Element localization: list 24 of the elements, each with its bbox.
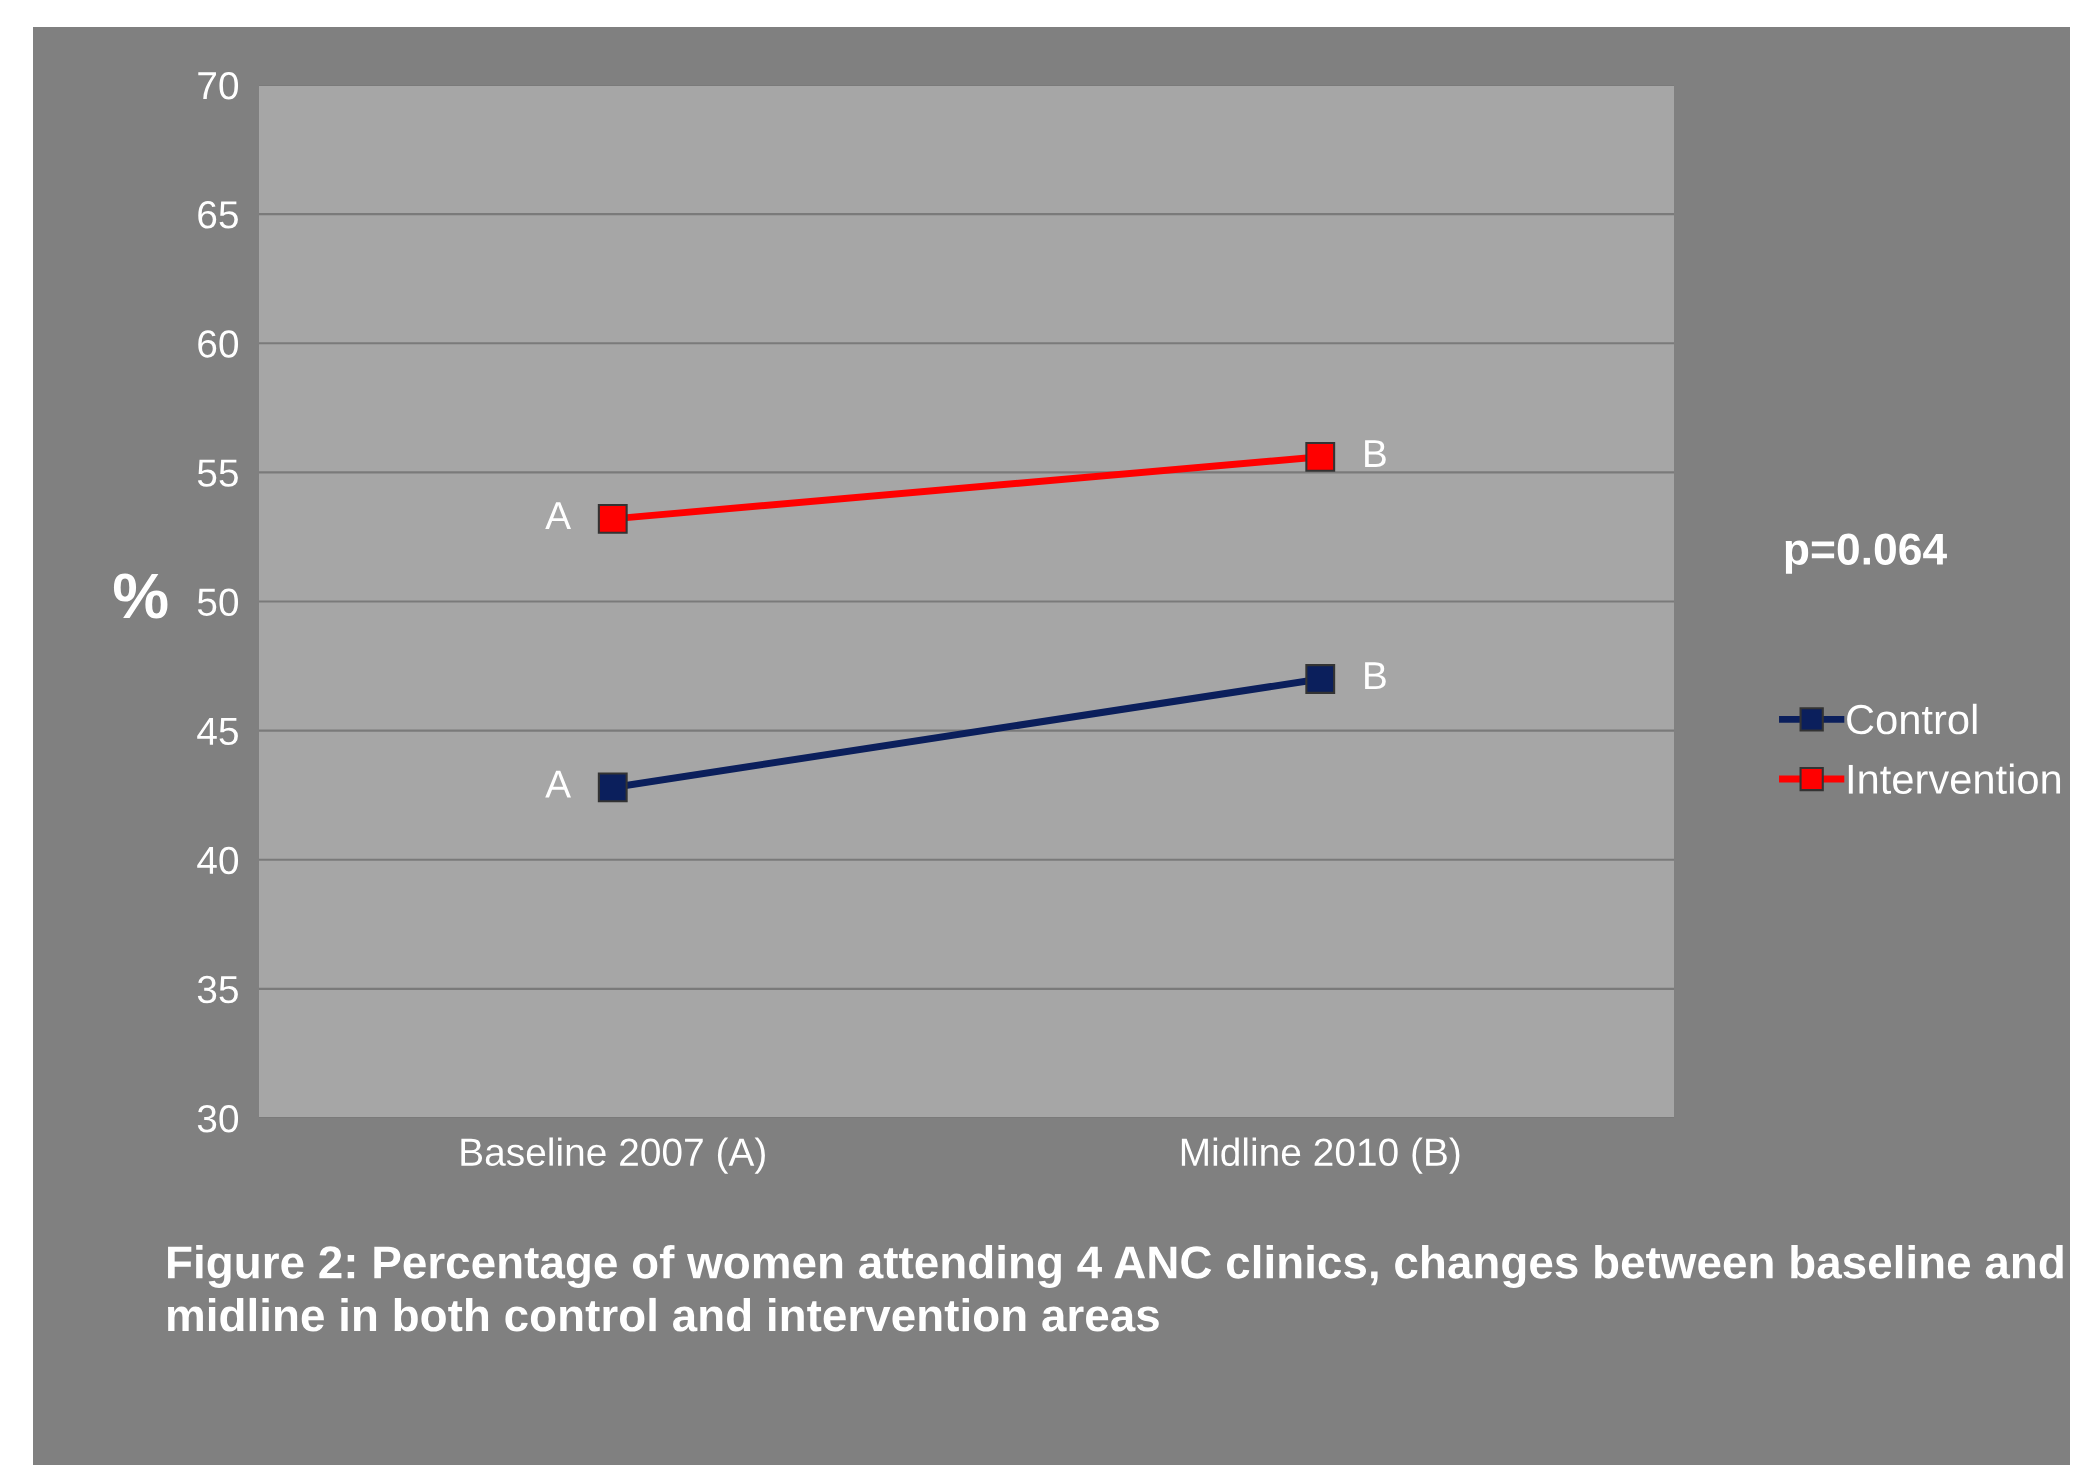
y-tick-label: 55 bbox=[197, 459, 238, 487]
y-tick-label: 35 bbox=[197, 975, 238, 1004]
point bbox=[1305, 664, 1336, 694]
text: Figure 2: Percentage of women attending 4 ANC clinics, changes between baseline and midline in both control and intervention areas bbox=[168, 1245, 2063, 1332]
y-tick-label: 65 bbox=[198, 201, 238, 229]
text: p=0.064 bbox=[1785, 533, 1947, 574]
y-tick-label: 70 bbox=[198, 71, 239, 100]
y-tick-label: 30 bbox=[197, 1104, 239, 1133]
legend-label: Control bbox=[1847, 703, 1977, 735]
annotation: B bbox=[1365, 440, 1386, 467]
y-axis-title: % bbox=[113, 573, 168, 619]
annotation: B bbox=[1365, 662, 1386, 690]
point bbox=[1305, 441, 1336, 472]
annotation: A bbox=[545, 770, 571, 798]
point bbox=[597, 772, 628, 803]
x-tick-label: Baseline 2007 (A) bbox=[461, 1137, 765, 1174]
legend-label: Intervention bbox=[1848, 763, 2061, 795]
annotation: A bbox=[545, 502, 571, 529]
y-tick-label: 60 bbox=[198, 330, 239, 358]
x-tick-label: Midline 2010 (B) bbox=[1181, 1137, 1460, 1174]
point bbox=[597, 503, 628, 534]
y-tick-label: 50 bbox=[197, 588, 239, 616]
y-tick-label: 40 bbox=[197, 846, 239, 875]
y-tick-label: 45 bbox=[197, 717, 238, 746]
